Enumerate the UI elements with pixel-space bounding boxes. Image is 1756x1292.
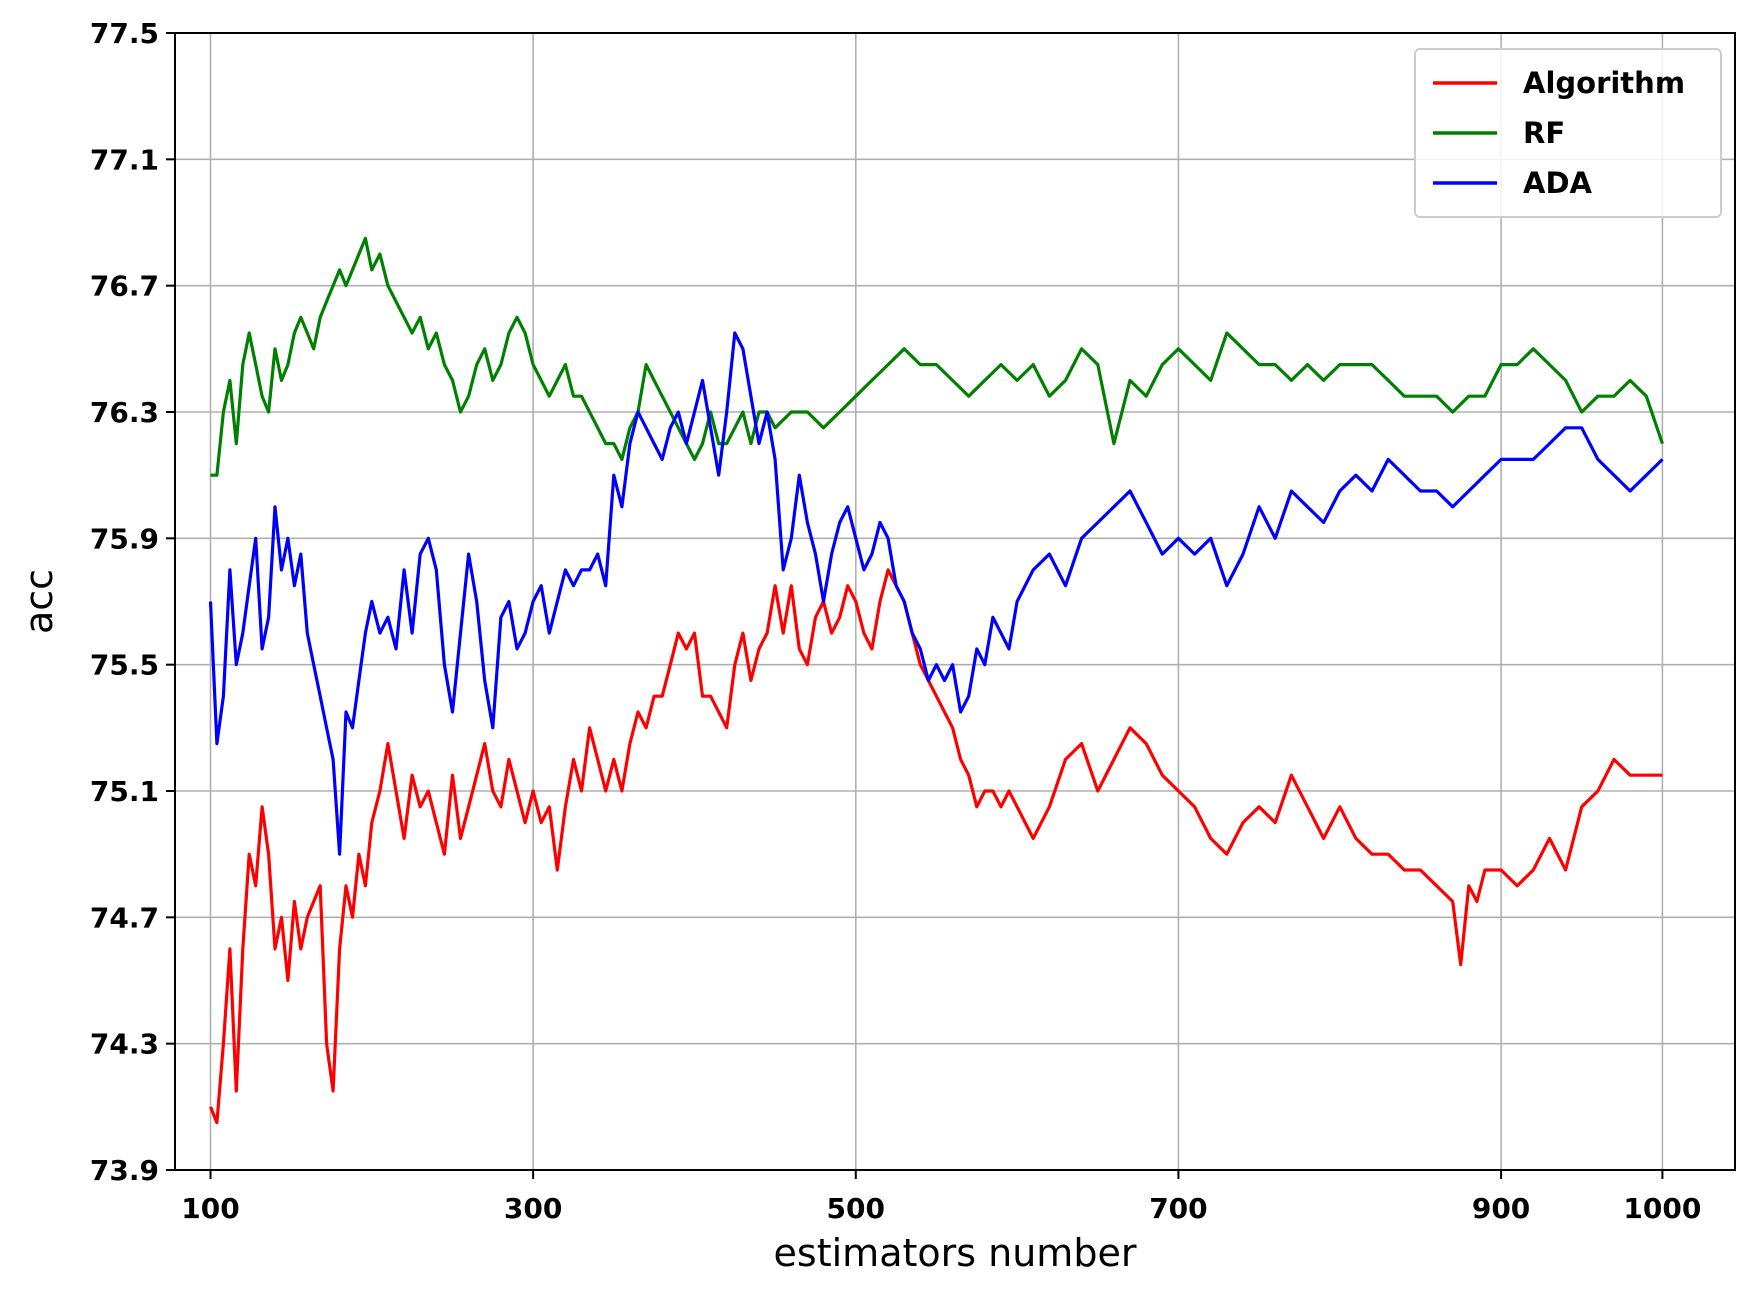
plot-frame <box>174 32 1736 1171</box>
y-tick-label: 74.7 <box>90 901 159 934</box>
legend-label: Algorithm <box>1523 66 1685 100</box>
legend-label: ADA <box>1523 166 1593 200</box>
y-tick-label: 73.9 <box>90 1154 159 1187</box>
y-tick-label: 77.1 <box>90 143 159 176</box>
x-tick-label: 700 <box>1149 1192 1207 1225</box>
x-tick-label: 100 <box>181 1192 239 1225</box>
axis-ticks: 100 300 500 700 900 1000 73.9 74.3 74.7 75.1 75.5 7… <box>90 17 1701 1225</box>
x-axis-label: estimators number <box>774 1231 1137 1275</box>
x-tick-label: 500 <box>827 1192 885 1225</box>
y-tick-label: 75.9 <box>90 522 159 555</box>
legend-box <box>1414 48 1722 218</box>
x-tick-label: 1000 <box>1623 1192 1701 1225</box>
x-tick-label: 900 <box>1472 1192 1530 1225</box>
y-tick-label: 76.7 <box>90 270 159 303</box>
legend-label: RF <box>1523 116 1565 150</box>
y-tick-label: 76.3 <box>90 396 159 429</box>
series-group <box>208 236 1664 1125</box>
y-tick-label: 75.5 <box>90 649 159 682</box>
legend: Algorithm RF ADA <box>1414 48 1722 218</box>
grid <box>175 32 1735 1171</box>
series-line-rf <box>210 236 1664 477</box>
x-tick-label: 300 <box>504 1192 562 1225</box>
y-axis-label: acc <box>17 569 61 634</box>
y-tick-label: 75.1 <box>90 775 159 808</box>
series-line-ada <box>208 331 1664 856</box>
y-tick-label: 74.3 <box>90 1028 159 1061</box>
y-tick-label: 77.5 <box>90 17 159 50</box>
series-line-algorithm <box>209 568 1663 1125</box>
